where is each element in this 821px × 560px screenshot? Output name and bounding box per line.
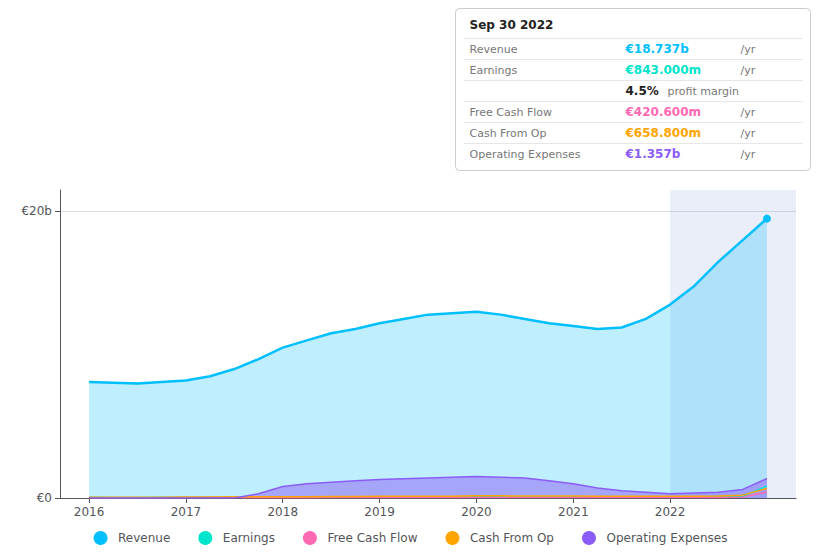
svg-text:2022: 2022 — [655, 505, 686, 519]
svg-text:Revenue: Revenue — [118, 531, 170, 545]
svg-text:€18.737b: €18.737b — [625, 42, 690, 56]
svg-text:/yr: /yr — [741, 127, 756, 140]
svg-text:€20b: €20b — [21, 204, 52, 218]
svg-text:2021: 2021 — [558, 505, 589, 519]
svg-text:€420.600m: €420.600m — [625, 105, 702, 119]
svg-text:Cash From Op: Cash From Op — [470, 127, 547, 140]
svg-text:2019: 2019 — [364, 505, 395, 519]
svg-text:€658.800m: €658.800m — [625, 126, 702, 140]
svg-text:2018: 2018 — [267, 505, 298, 519]
svg-text:/yr: /yr — [741, 43, 756, 56]
svg-text:€1.357b: €1.357b — [625, 147, 681, 161]
svg-text:Operating Expenses: Operating Expenses — [470, 148, 581, 161]
svg-text:/yr: /yr — [741, 106, 756, 119]
svg-text:Revenue: Revenue — [470, 43, 518, 56]
svg-text:€843.000m: €843.000m — [625, 63, 702, 77]
svg-text:€0: €0 — [37, 491, 52, 505]
svg-text:2020: 2020 — [461, 505, 492, 519]
svg-text:Earnings: Earnings — [223, 531, 275, 545]
svg-text:2017: 2017 — [171, 505, 202, 519]
svg-text:Free Cash Flow: Free Cash Flow — [327, 531, 417, 545]
svg-text:Earnings: Earnings — [470, 64, 518, 77]
svg-text:profit margin: profit margin — [668, 85, 740, 98]
svg-text:Cash From Op: Cash From Op — [470, 531, 554, 545]
svg-text:2016: 2016 — [74, 505, 105, 519]
svg-text:4.5%: 4.5% — [626, 84, 659, 98]
svg-text:/yr: /yr — [741, 148, 756, 161]
svg-text:Sep 30 2022: Sep 30 2022 — [470, 18, 554, 32]
svg-text:Free Cash Flow: Free Cash Flow — [470, 106, 553, 119]
svg-text:Operating Expenses: Operating Expenses — [606, 531, 727, 545]
svg-text:/yr: /yr — [741, 64, 756, 77]
